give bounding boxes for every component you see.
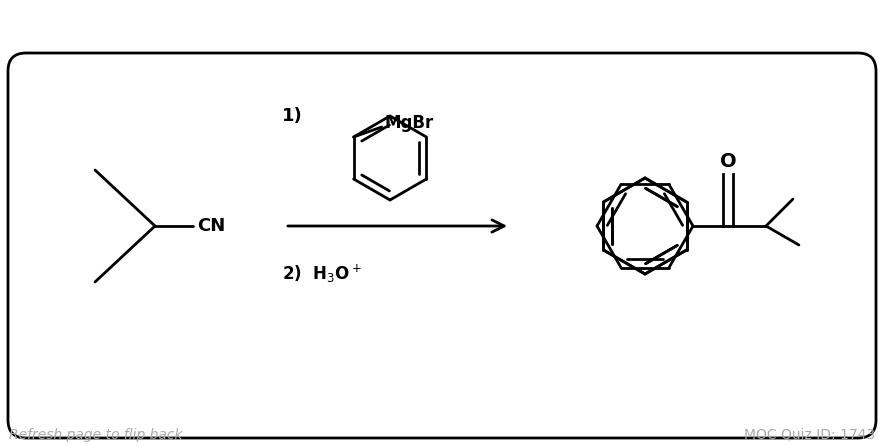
Text: Refresh page to flip back: Refresh page to flip back — [9, 428, 182, 442]
Text: 2)  H$_3$O$^+$: 2) H$_3$O$^+$ — [282, 263, 362, 285]
Text: 1): 1) — [282, 107, 302, 125]
Text: MOC Quiz ID: 1743: MOC Quiz ID: 1743 — [744, 428, 875, 442]
Text: O: O — [720, 153, 736, 172]
Text: CN: CN — [197, 217, 225, 235]
Text: MgBr: MgBr — [385, 114, 434, 132]
